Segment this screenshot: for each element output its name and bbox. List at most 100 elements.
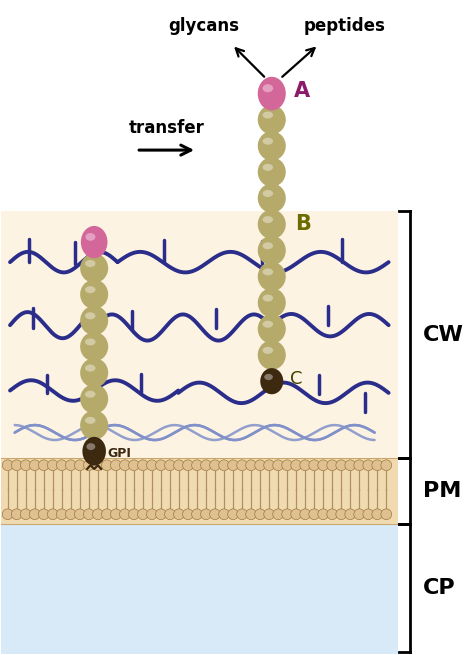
Ellipse shape [80,384,108,414]
Circle shape [92,460,103,470]
Circle shape [246,509,256,519]
Bar [0,458,398,523]
Circle shape [345,509,356,519]
Circle shape [83,509,94,519]
Circle shape [345,460,356,470]
Ellipse shape [263,321,273,328]
Circle shape [327,460,337,470]
Text: transfer: transfer [128,119,205,137]
Circle shape [372,460,383,470]
Circle shape [74,509,85,519]
Circle shape [273,460,283,470]
Ellipse shape [263,138,273,145]
Ellipse shape [85,339,95,345]
Circle shape [92,509,103,519]
Circle shape [381,460,392,470]
Ellipse shape [260,368,283,394]
Circle shape [354,509,365,519]
Text: peptides: peptides [303,17,385,35]
Ellipse shape [258,131,286,160]
Circle shape [47,460,58,470]
Ellipse shape [258,236,286,265]
Circle shape [264,509,274,519]
Ellipse shape [263,242,273,250]
Circle shape [137,509,148,519]
Ellipse shape [85,390,95,398]
Circle shape [2,509,13,519]
Circle shape [74,460,85,470]
Ellipse shape [85,312,95,320]
Text: glycans: glycans [168,17,239,35]
Circle shape [354,460,365,470]
Circle shape [83,460,94,470]
Ellipse shape [263,190,273,197]
Circle shape [363,509,374,519]
Circle shape [20,509,31,519]
Circle shape [255,460,265,470]
Ellipse shape [85,233,95,241]
Circle shape [155,460,166,470]
Ellipse shape [80,332,108,362]
Circle shape [327,509,337,519]
Circle shape [29,509,40,519]
Circle shape [65,509,76,519]
Bar [0,211,398,458]
Circle shape [282,460,292,470]
Ellipse shape [263,269,273,276]
Circle shape [363,460,374,470]
Circle shape [173,509,184,519]
Circle shape [182,509,193,519]
Ellipse shape [85,286,95,293]
Circle shape [201,509,211,519]
Circle shape [255,509,265,519]
Circle shape [381,509,392,519]
Circle shape [56,460,67,470]
Circle shape [128,460,139,470]
Ellipse shape [263,346,273,354]
Circle shape [38,460,49,470]
Circle shape [201,460,211,470]
Circle shape [291,460,301,470]
Circle shape [210,460,220,470]
Ellipse shape [81,226,108,258]
Ellipse shape [258,341,286,370]
Circle shape [182,460,193,470]
Text: A: A [294,81,310,102]
Circle shape [336,460,346,470]
Circle shape [137,460,148,470]
Circle shape [228,509,238,519]
Circle shape [219,460,229,470]
Circle shape [372,509,383,519]
Circle shape [246,460,256,470]
Circle shape [219,509,229,519]
Circle shape [318,509,328,519]
Circle shape [228,460,238,470]
Circle shape [336,509,346,519]
Circle shape [318,460,328,470]
Ellipse shape [85,417,95,424]
Circle shape [20,460,31,470]
Ellipse shape [85,365,95,371]
Ellipse shape [263,164,273,171]
Ellipse shape [258,210,286,239]
Circle shape [119,460,130,470]
Ellipse shape [258,314,286,344]
Ellipse shape [263,295,273,301]
Circle shape [300,509,310,519]
Circle shape [273,509,283,519]
Ellipse shape [258,183,286,213]
Circle shape [264,460,274,470]
Circle shape [146,460,157,470]
Ellipse shape [82,437,106,466]
Circle shape [110,509,121,519]
Text: CW: CW [423,324,464,345]
Circle shape [300,460,310,470]
Circle shape [29,460,40,470]
Circle shape [101,460,112,470]
Ellipse shape [80,280,108,309]
Text: C: C [290,370,302,388]
Text: B: B [295,214,311,234]
Circle shape [164,460,175,470]
Ellipse shape [263,84,273,92]
Ellipse shape [263,216,273,223]
